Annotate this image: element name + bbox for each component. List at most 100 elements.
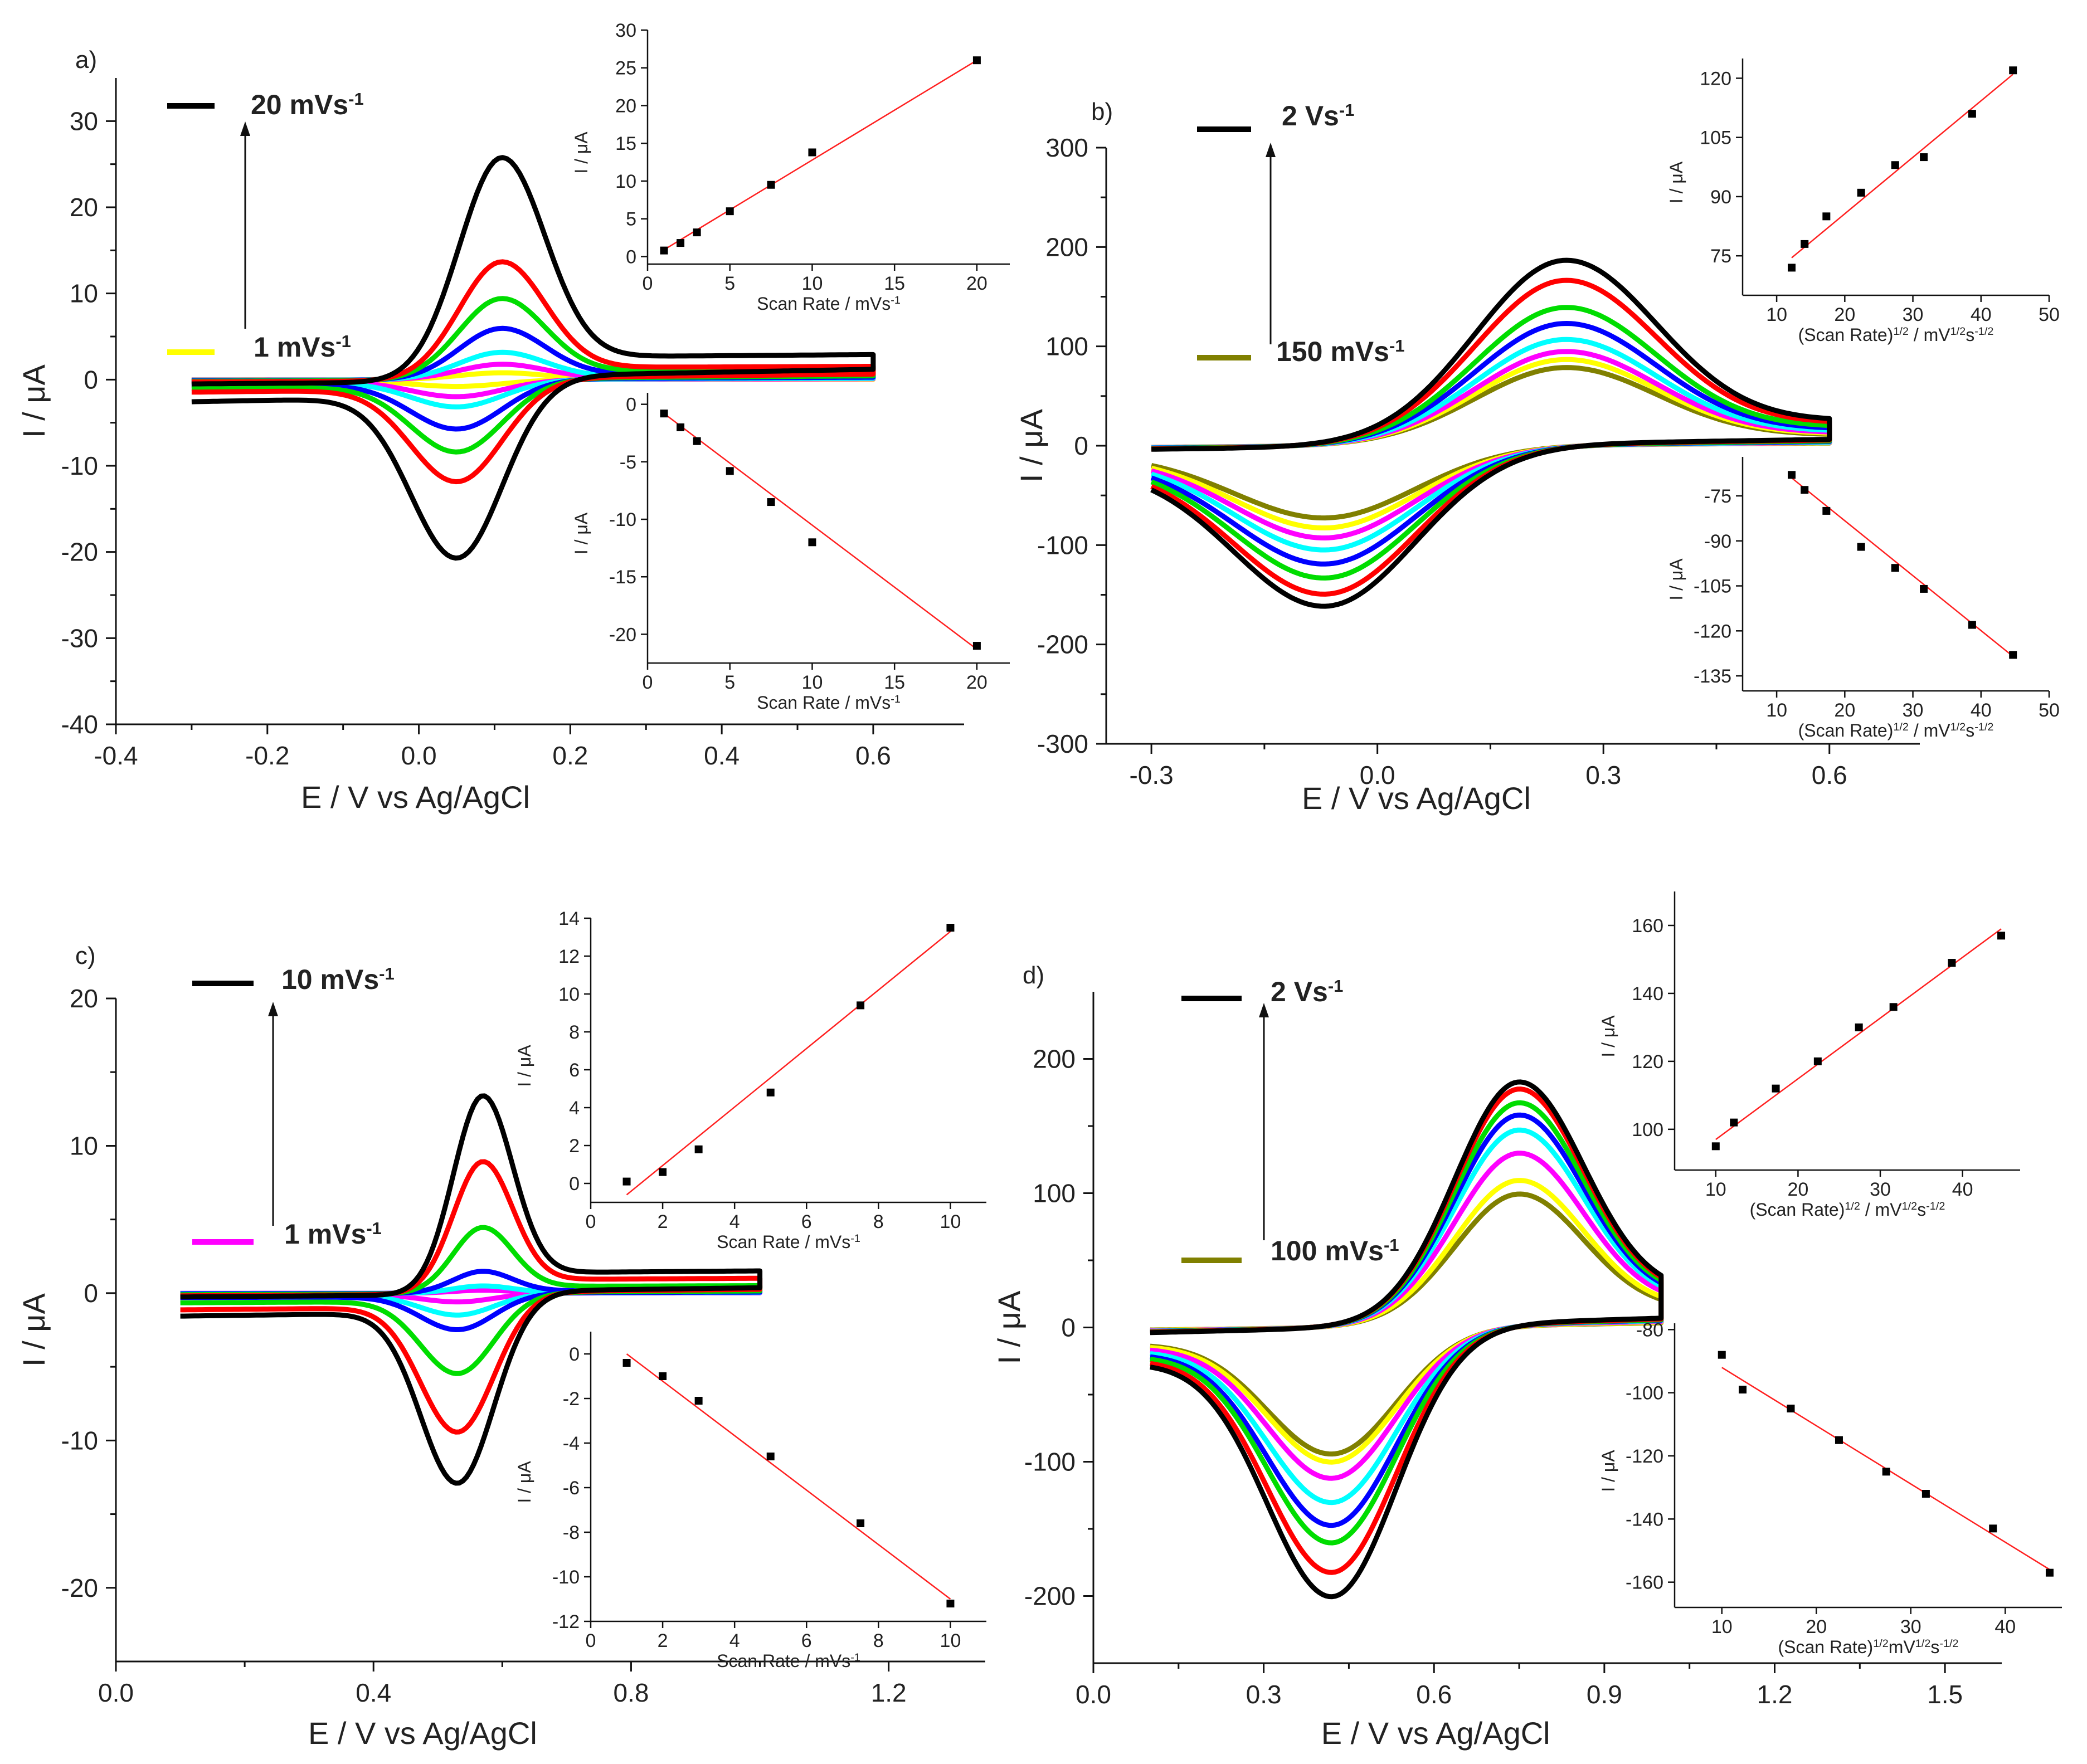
panel-d-label: d) [1023,962,1044,989]
inset-y-tick-label: -5 [620,452,636,473]
y-tick-label: 10 [70,279,98,308]
x-tick-label: 0.0 [1076,1680,1111,1709]
inset-data-point [693,437,701,445]
inset-y-tick-label: 160 [1632,915,1663,937]
inset-y-tick-label: -20 [609,624,636,645]
inset-x-tick-label: 6 [801,1211,812,1232]
inset-data-point [766,1088,775,1097]
inset-x-tick-label: 15 [884,273,905,294]
legend-label: 1 mVs-1 [284,1219,382,1250]
inset-y-tick-label: -100 [1626,1383,1663,1404]
inset-data-point [1772,1084,1780,1093]
panel-a: a) -0.4 -0.2 0.0 0.2 0.4 0.6 -40 -30 -20 -10 0 10 20… [16,20,1010,815]
inset-y-tick-label: -90 [1704,531,1731,552]
y-tick-label: 100 [1045,332,1088,361]
y-tick-label: 10 [70,1131,98,1160]
inset-y-tick-label: 0 [626,394,636,416]
y-tick-label: 20 [70,984,98,1013]
inset-x-tick-label: 8 [873,1630,884,1651]
inset-data-point [1739,1386,1747,1393]
inset-y-tick-label: -105 [1694,576,1731,597]
inset-y-tick-label: -4 [563,1433,580,1454]
inset-y-tick-label: -12 [552,1611,580,1633]
y-tick-label: -10 [61,451,98,480]
y-axis-title: I / μA [1014,408,1049,483]
y-tick-label: 0 [84,1279,98,1308]
inset-y-axis-title: I / μA [1598,1015,1618,1058]
inset-data-point [726,207,734,216]
inset-data-point [694,1145,703,1153]
inset-data-point [2045,1568,2054,1577]
inset-data-point [1855,1023,1863,1031]
x-tick-label: 1.2 [1757,1680,1793,1709]
x-axis-title: E / V vs Ag/AgCl [308,1716,537,1751]
inset-data-point [659,1168,667,1176]
inset-x-tick-label: 20 [1806,1616,1827,1638]
inset-data-point [1801,486,1809,494]
inset-data-point [659,1372,667,1380]
inset-y-tick-label: -120 [1694,621,1731,642]
inset-bottom: 0 5 10 15 20 0 -5 -10 -15 -20 Scan Rate / mVs-1 I /… [571,393,1010,713]
inset-data-point [660,410,668,418]
inset-x-tick-label: 40 [1971,700,1992,721]
inset-x-tick-label: 4 [729,1211,740,1232]
inset-data-point [726,467,734,475]
inset-y-tick-label: 90 [1710,187,1731,208]
inset-fit-line [663,60,977,251]
inset-data-point [1968,621,1976,629]
inset-x-tick-label: 10 [940,1630,961,1651]
y-tick-label: -30 [61,623,98,652]
inset-data-point [766,1453,775,1460]
inset-data-point [677,423,685,431]
inset-data-point [972,56,981,65]
cv-curve-10-mvs-1 [180,1093,763,1486]
inset-data-point [857,1001,865,1010]
inset-data-point [767,181,775,189]
inset-data-point [1921,1490,1930,1498]
inset-y-tick-label: -2 [563,1388,580,1410]
inset-fit-line [663,413,977,650]
legend-label: 2 Vs-1 [1271,976,1343,1008]
inset-data-point [2009,66,2017,75]
panel-c-label: c) [75,942,96,969]
inset-x-tick-label: 20 [966,672,987,693]
y-tick-label: 200 [1033,1045,1076,1074]
inset-y-tick-label: 100 [1632,1119,1663,1141]
x-tick-label: 0.6 [1416,1680,1452,1709]
inset-data-point [1889,1003,1898,1011]
inset-y-tick-label: 105 [1700,128,1731,149]
y-tick-label: 20 [70,193,98,222]
x-tick-label: 0.3 [1246,1680,1282,1709]
x-tick-label: 0.6 [855,741,891,770]
y-tick-label: 200 [1045,232,1088,261]
inset-y-tick-label: -160 [1626,1572,1663,1594]
panel-b-label: b) [1091,98,1113,125]
y-tick-label: -200 [1024,1582,1076,1611]
inset-x-tick-label: 4 [729,1630,740,1651]
inset-y-axis-title: I / μA [514,1461,534,1503]
inset-y-tick-label: -80 [1636,1319,1663,1341]
inset-data-point [1857,188,1865,197]
x-tick-label: 0.0 [98,1678,134,1707]
inset-y-tick-label: 120 [1700,68,1731,89]
cv-curve-20-mvs-1 [191,155,876,561]
inset-x-tick-label: 5 [724,672,735,693]
inset-x-tick-label: 20 [1834,304,1855,325]
inset-x-tick-label: 5 [724,273,735,294]
inset-y-tick-label: 8 [569,1022,580,1043]
y-axis-title: I / μA [991,1290,1027,1365]
inset-x-tick-label: 30 [1870,1179,1891,1200]
inset-x-tick-label: 0 [586,1211,596,1232]
inset-y-axis-title: I / μA [1666,161,1686,203]
inset-x-tick-label: 20 [1788,1179,1809,1200]
inset-data-point [1989,1524,1997,1533]
inset-x-tick-label: 40 [1971,304,1992,325]
inset-x-tick-label: 30 [1903,700,1924,721]
x-tick-label: 0.4 [356,1678,391,1707]
x-tick-label: -0.2 [245,741,289,770]
trend-arrow-head [1259,1003,1269,1017]
inset-data-point [622,1177,631,1186]
inset-data-point [660,246,668,255]
inset-fit-line [1791,74,2014,259]
